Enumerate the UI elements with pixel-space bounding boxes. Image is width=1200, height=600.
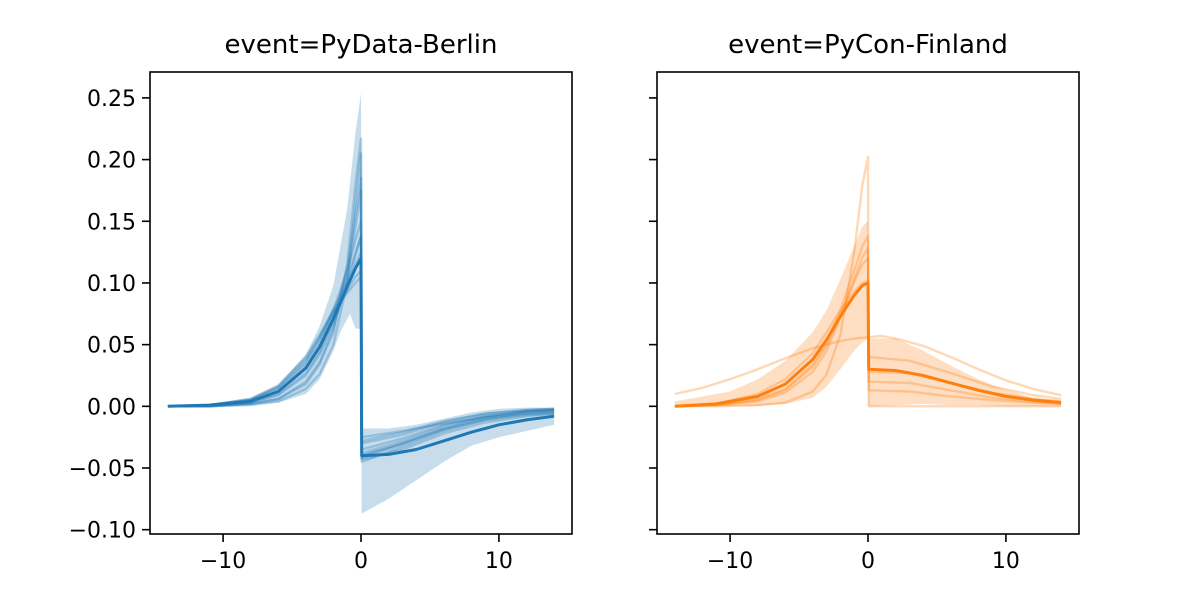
y-tick-label: 0.00 — [87, 395, 136, 420]
y-axis-ticks: −0.10 −0.05 0.00 0.05 0.10 0.15 0.20 0.25 — [69, 87, 150, 544]
y-axis-ticks — [649, 97, 657, 531]
series-line-1 — [167, 176, 555, 451]
x-axis-ticks: −10 0 10 — [707, 534, 1020, 574]
series-line-9 — [167, 269, 555, 461]
x-tick-label: −10 — [200, 549, 246, 574]
panel-title: event=PyCon-Finland — [728, 30, 1008, 60]
series-line-4 — [167, 275, 555, 457]
x-axis-ticks: −10 0 10 — [200, 534, 513, 574]
series-line-2 — [167, 220, 555, 445]
y-tick-label: 0.10 — [87, 272, 136, 297]
series-line-0 — [674, 155, 1062, 408]
x-tick-label: 0 — [861, 549, 875, 574]
mean-line — [167, 256, 555, 458]
y-tick-label: −0.10 — [69, 519, 136, 544]
y-tick-label: 0.25 — [87, 87, 136, 112]
panel-pydata-berlin: −10 0 10 −0.10 −0.05 0.00 0.05 0.10 0.15 0.20 0.2… — [69, 30, 573, 574]
series-line-5 — [674, 257, 1062, 408]
x-tick-label: 0 — [354, 549, 368, 574]
plot-area — [674, 155, 1062, 408]
y-tick-label: −0.05 — [69, 457, 136, 482]
x-tick-label: −10 — [707, 549, 753, 574]
series-line-4 — [674, 247, 1062, 408]
y-tick-label: 0.05 — [87, 334, 136, 359]
series-line-5 — [167, 189, 555, 439]
series-line-3 — [674, 279, 1062, 408]
plot-area — [167, 93, 555, 514]
mean-line — [674, 281, 1062, 408]
series-line-3 — [167, 250, 555, 463]
series-line-7 — [167, 152, 555, 443]
y-tick-label: 0.15 — [87, 210, 136, 235]
panel-pycon-finland: −10 0 10 event=PyCon-Finland — [649, 30, 1080, 574]
series-line-6 — [167, 234, 555, 460]
series-line-0 — [167, 137, 555, 457]
y-tick-label: 0.20 — [87, 149, 136, 174]
x-tick-label: 10 — [485, 549, 513, 574]
panel-title: event=PyData-Berlin — [225, 30, 498, 60]
x-tick-label: 10 — [992, 549, 1020, 574]
